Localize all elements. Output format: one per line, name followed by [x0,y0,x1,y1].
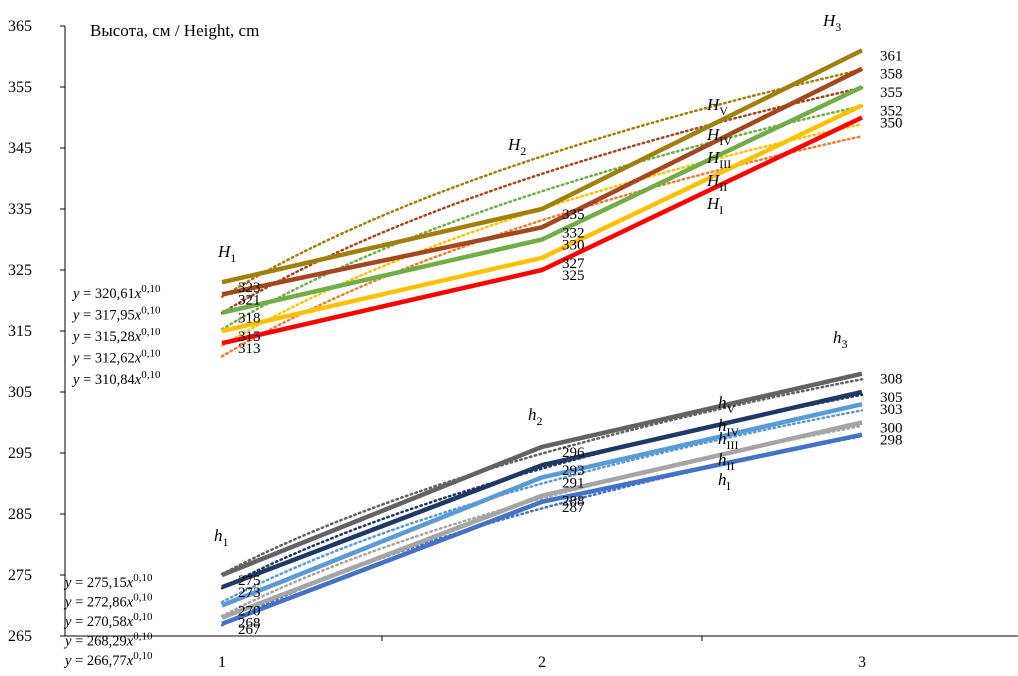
y-tick-label: 355 [8,79,32,96]
series-line [221,402,863,608]
data-label: 300 [880,421,903,437]
point-label: HIII [706,148,731,171]
trend-equation: y = 275,15x0,10 [63,572,153,591]
data-label: 288 [562,494,585,510]
series-lines [221,48,863,626]
point-label: h2 [528,405,543,428]
point-label: hI [718,470,731,493]
trendline [220,104,864,331]
data-label: 332 [562,225,585,241]
data-label: 296 [562,445,585,461]
trend-equation: y = 266,77x0,10 [63,650,153,669]
y-tick-label: 305 [8,384,32,401]
data-label: 268 [238,616,261,632]
chart-title: Высота, см / Height, cm [90,21,259,40]
series-line [221,84,863,315]
y-tick-label: 295 [8,445,32,462]
series-line [221,420,863,620]
y-tick-label: 285 [8,506,32,523]
data-labels: 323 335 361 321 332 358 318 330 355 315 327 352 313 3… [238,48,903,637]
trend-equation: y = 320,61x0,10 [71,283,161,302]
data-label: 321 [238,292,261,308]
trend-equation: y = 317,95x0,10 [71,305,161,324]
y-tick-label: 275 [8,567,32,584]
point-label: hIV [718,416,739,439]
y-tick-label: 365 [8,18,32,35]
data-label: 350 [880,116,903,132]
trend-equation: y = 312,62x0,10 [71,348,161,367]
y-tick-label: 265 [8,628,32,645]
data-label: 327 [562,256,585,272]
trend-equation: y = 310,84x0,10 [71,369,161,388]
data-label: 270 [238,604,261,620]
trendline [220,377,864,576]
trendline [220,86,864,315]
point-label: HV [706,95,728,118]
data-label: 330 [562,238,585,254]
series-line [221,389,863,590]
data-label: 318 [238,311,261,327]
series-line [221,48,863,285]
data-label: 287 [562,500,585,516]
data-label: 325 [562,268,585,284]
point-label: h1 [214,526,229,549]
data-label: 313 [238,341,261,357]
trend-equation: y = 272,86x0,10 [63,592,153,611]
series-line [221,103,863,334]
point-label: hV [718,393,736,416]
trendline [220,134,864,358]
y-tick-label: 325 [8,262,32,279]
series-line [221,115,863,346]
y-tick-label: 345 [8,140,32,157]
data-label: 315 [238,329,261,345]
trend-equation: y = 270,58x0,10 [63,611,153,630]
trendline [220,68,864,299]
trendline [220,409,864,604]
point-label: H2 [507,135,526,158]
data-label: 293 [562,463,585,479]
data-label: 275 [238,573,261,589]
data-label: 298 [880,433,903,449]
data-label: 303 [880,402,903,418]
point-label: hII [718,450,735,473]
series-line [221,432,863,626]
point-label: HIV [706,125,732,148]
trend-equation: y = 315,28x0,10 [71,326,161,345]
point-label: h3 [833,328,848,351]
data-label: 352 [880,103,903,119]
x-tick-label: 2 [538,654,546,671]
point-label: H3 [822,11,841,34]
trend-equations: y = 320,61x0,10 y = 317,95x0,10 y = 315,28… [63,283,161,669]
data-label: 358 [880,67,903,83]
data-label: 267 [238,622,261,638]
y-tick-label: 335 [8,201,32,218]
y-tick-label: 315 [8,323,32,340]
data-label: 335 [562,207,585,223]
x-tick-label: 3 [858,654,866,671]
trend-equation: y = 268,29x0,10 [63,631,153,650]
point-label: HII [706,171,727,194]
point-label: hIII [718,429,739,452]
data-label: 305 [880,390,903,406]
point-label: H1 [217,242,236,265]
point-label: HI [706,194,723,217]
axes: 265 275 285 295 305 315 325 335 345 355 365 1 2 3 [8,18,1018,671]
data-label: 291 [562,475,585,491]
data-label: 308 [880,372,903,388]
data-label: 323 [238,280,261,296]
data-label: 355 [880,85,903,101]
data-label: 361 [880,48,903,64]
series-line [221,371,863,578]
x-tick-label: 1 [218,654,226,671]
data-label: 273 [238,585,261,601]
series-line [221,66,863,297]
